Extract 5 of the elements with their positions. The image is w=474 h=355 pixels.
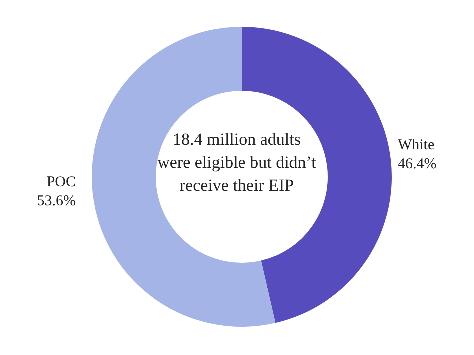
text: 18.4 million adults were eligible but didn’t receive their EIP bbox=[157, 129, 317, 197]
data-label: 46.4% bbox=[398, 156, 437, 173]
data-label: 53.6% bbox=[37, 193, 76, 210]
slice-label: White bbox=[398, 138, 435, 154]
slice-label: POC bbox=[46, 174, 76, 190]
